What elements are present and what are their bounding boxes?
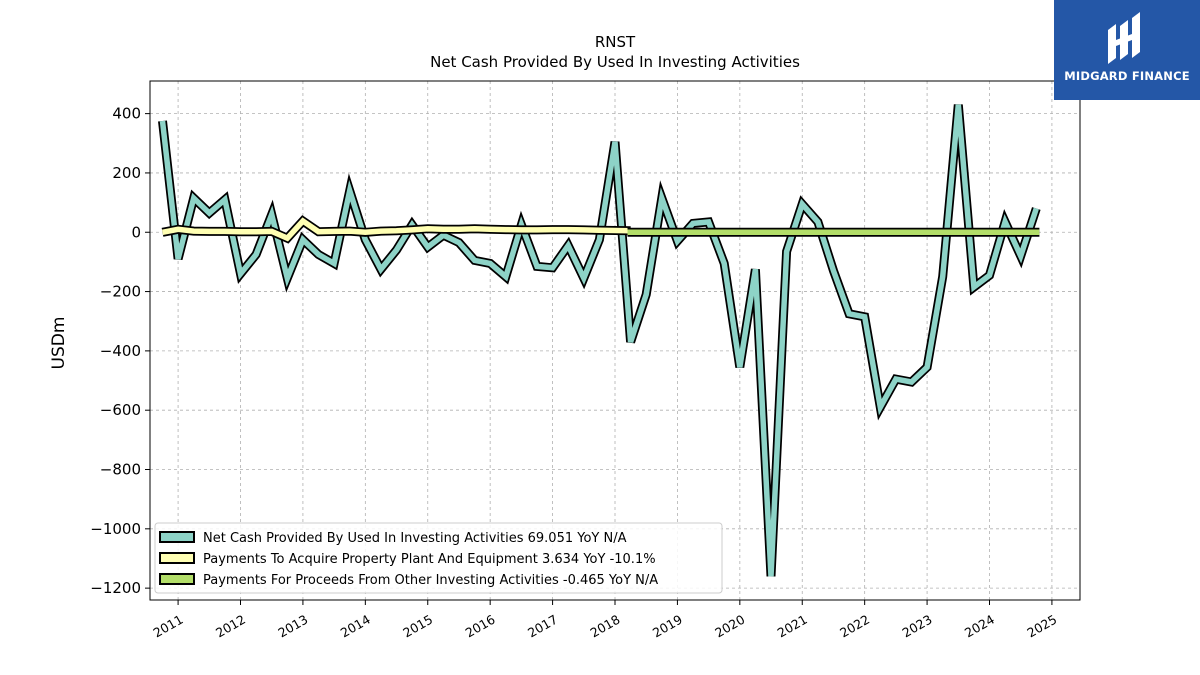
y-tick-label: −1200 — [90, 579, 141, 597]
x-tick-label: 2021 — [775, 612, 810, 641]
legend-label: Net Cash Provided By Used In Investing A… — [203, 531, 627, 546]
series-ppe-payments-line — [161, 215, 631, 244]
y-tick-label: −400 — [100, 342, 141, 360]
legend-swatch — [159, 573, 195, 585]
legend-swatch — [159, 552, 195, 564]
x-tick-label: 2023 — [900, 612, 935, 641]
x-tick-label: 2011 — [151, 612, 186, 641]
logo: MIDGARD FINANCE — [1054, 0, 1200, 100]
y-tick-label: −1000 — [90, 520, 141, 538]
y-axis-label: USDm — [49, 317, 69, 370]
legend-swatch — [159, 531, 195, 543]
series-net-cash-line-fill — [159, 104, 1039, 577]
x-tick-label: 2016 — [463, 612, 498, 641]
y-tick-label: 0 — [131, 223, 141, 241]
x-tick-label: 2018 — [587, 612, 622, 641]
x-tick-label: 2022 — [837, 612, 872, 641]
legend-label: Payments For Proceeds From Other Investi… — [203, 573, 658, 588]
legend-label: Payments To Acquire Property Plant And E… — [203, 552, 656, 567]
x-tick-label: 2015 — [400, 612, 435, 641]
series-net-cash-line-outline — [158, 104, 1041, 577]
x-tick-label: 2019 — [650, 612, 685, 641]
y-tick-label: −200 — [100, 283, 141, 301]
logo-mark-icon — [1108, 12, 1140, 64]
x-tick-label: 2020 — [712, 612, 747, 641]
chart-subtitle: Net Cash Provided By Used In Investing A… — [430, 53, 800, 71]
chart-title: RNST — [595, 33, 636, 51]
x-tick-label: 2024 — [962, 612, 997, 641]
x-tick-label: 2014 — [338, 612, 373, 641]
x-tick-label: 2017 — [525, 612, 560, 641]
x-tick-label: 2012 — [213, 612, 248, 641]
axis-ticks: 400 200 0 −200 −400 −600 −800 −1000 −1200 2011 201… — [90, 105, 1059, 641]
series-net-cash-line — [158, 104, 1041, 577]
x-tick-label: 2013 — [275, 612, 310, 641]
data-series — [158, 104, 1041, 577]
y-tick-label: 200 — [112, 164, 141, 182]
legend: Net Cash Provided By Used In Investing A… — [154, 522, 723, 594]
y-tick-label: −600 — [100, 401, 141, 419]
y-tick-label: −800 — [100, 461, 141, 479]
legend-box — [154, 522, 723, 594]
x-tick-label: 2025 — [1024, 612, 1059, 641]
series-ppe-payments-line-fill — [161, 217, 631, 242]
logo-text: MIDGARD FINANCE — [1064, 69, 1190, 83]
y-tick-label: 400 — [112, 105, 141, 123]
